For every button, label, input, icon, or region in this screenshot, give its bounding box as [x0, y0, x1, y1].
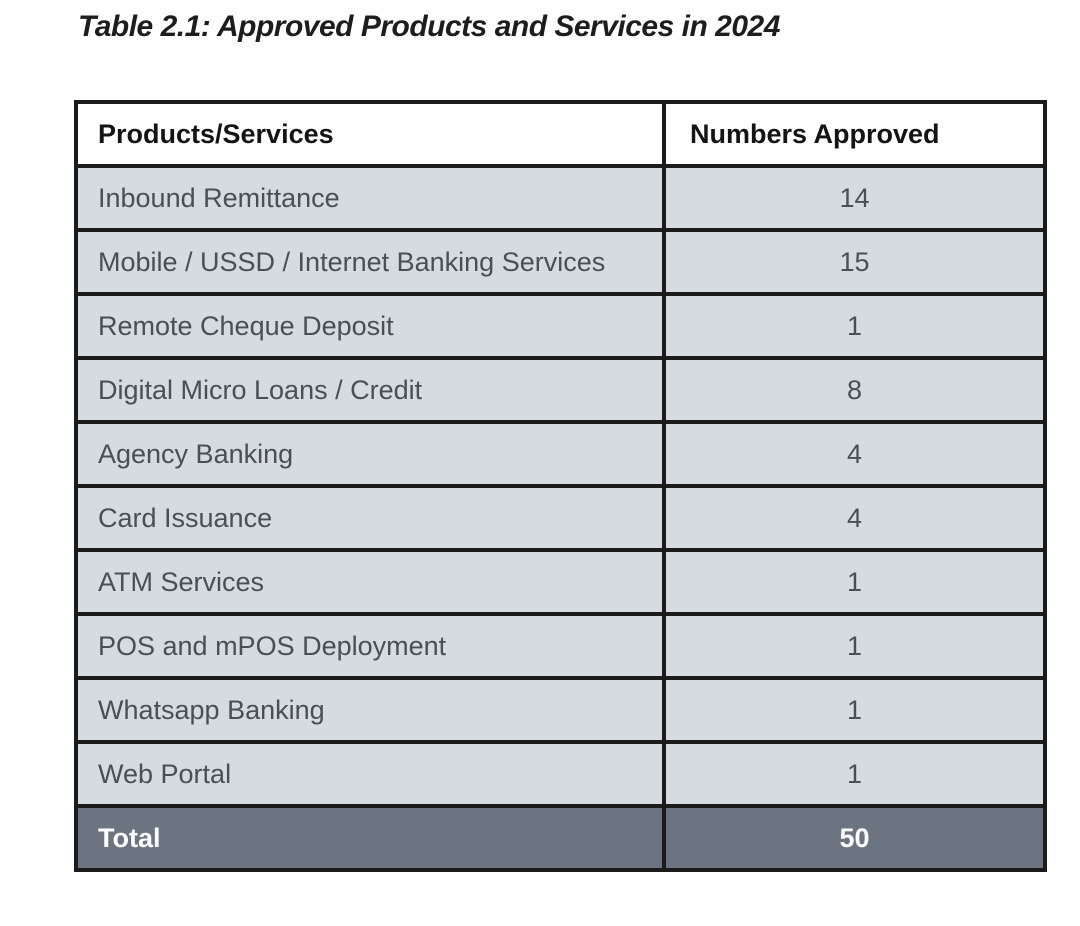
approved-count: 1	[662, 612, 1047, 680]
approved-count: 1	[662, 292, 1047, 360]
product-label: Card Issuance	[74, 484, 666, 552]
table-caption: Table 2.1: Approved Products and Service…	[78, 10, 780, 43]
approved-count: 8	[662, 356, 1047, 424]
table-row: Digital Micro Loans / Credit 8	[74, 356, 1047, 424]
approved-count: 14	[662, 164, 1047, 232]
product-label: Inbound Remittance	[74, 164, 666, 232]
approved-count: 4	[662, 420, 1047, 488]
product-label: Agency Banking	[74, 420, 666, 488]
product-label: Remote Cheque Deposit	[74, 292, 666, 360]
table-total-row: Total 50	[74, 804, 1047, 872]
approved-count: 1	[662, 740, 1047, 808]
table-row: POS and mPOS Deployment 1	[74, 612, 1047, 680]
total-count: 50	[662, 804, 1047, 872]
total-label: Total	[74, 804, 666, 872]
product-label: POS and mPOS Deployment	[74, 612, 666, 680]
product-label: Web Portal	[74, 740, 666, 808]
table-header-row: Products/Services Numbers Approved	[74, 100, 1047, 168]
table-row: Inbound Remittance 14	[74, 164, 1047, 232]
approved-count: 1	[662, 548, 1047, 616]
table-row: Agency Banking 4	[74, 420, 1047, 488]
table-row: ATM Services 1	[74, 548, 1047, 616]
product-label: ATM Services	[74, 548, 666, 616]
table-row: Mobile / USSD / Internet Banking Service…	[74, 228, 1047, 296]
product-label: Digital Micro Loans / Credit	[74, 356, 666, 424]
table-row: Remote Cheque Deposit 1	[74, 292, 1047, 360]
approved-products-table: Products/Services Numbers Approved Inbou…	[74, 100, 1047, 872]
table-row: Whatsapp Banking 1	[74, 676, 1047, 744]
column-header-numbers: Numbers Approved	[662, 100, 1047, 168]
product-label: Whatsapp Banking	[74, 676, 666, 744]
column-header-products: Products/Services	[74, 100, 666, 168]
approved-count: 1	[662, 676, 1047, 744]
table-row: Web Portal 1	[74, 740, 1047, 808]
product-label: Mobile / USSD / Internet Banking Service…	[74, 228, 666, 296]
approved-count: 4	[662, 484, 1047, 552]
table-row: Card Issuance 4	[74, 484, 1047, 552]
approved-count: 15	[662, 228, 1047, 296]
